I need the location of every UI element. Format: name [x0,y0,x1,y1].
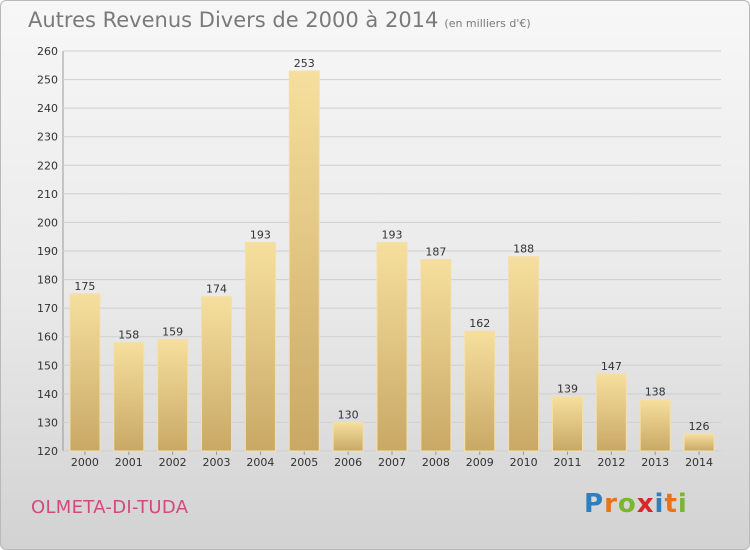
bar-2008 [420,259,452,452]
bar-2013 [639,399,671,452]
y-tick-label: 140 [37,388,58,401]
y-tick-label: 240 [37,102,58,115]
chart-title: Autres Revenus Divers de 2000 à 2014 (en … [28,8,531,32]
bar-2014 [683,433,715,452]
x-tick-label-2002: 2002 [159,456,187,469]
value-label-2009: 162 [469,317,490,330]
value-label-2000: 175 [74,280,95,293]
bar-2004 [244,241,276,452]
y-tick-label: 230 [37,131,58,144]
x-tick-label-2004: 2004 [246,456,274,469]
bar-2007 [376,241,408,452]
value-label-2006: 130 [338,408,359,421]
x-tick-label-2012: 2012 [597,456,625,469]
y-tick-label: 150 [37,359,58,372]
logo-letter: i [654,489,665,519]
y-tick-label: 190 [37,245,58,258]
y-tick-label: 250 [37,74,58,87]
value-label-2010: 188 [513,243,534,256]
x-tick-label-2007: 2007 [378,456,406,469]
town-name: OLMETA-DI-TUDA [31,497,189,518]
x-tick-label-2000: 2000 [71,456,99,469]
chart-unit: (en milliers d'€) [444,17,531,30]
x-tick-label-2014: 2014 [685,456,713,469]
bar-2010 [508,256,540,452]
bar-2009 [464,330,496,452]
bar-2002 [157,339,189,452]
logo-letter: i [677,489,688,519]
y-tick-label: 180 [37,274,58,287]
bar-2012 [595,373,627,452]
y-tick-label: 160 [37,331,58,344]
y-tick-label: 200 [37,216,58,229]
value-label-2003: 174 [206,283,227,296]
logo-letter: P [584,489,605,519]
value-label-2012: 147 [601,360,622,373]
logo-letter: t [664,489,678,519]
x-tick-label-2013: 2013 [641,456,669,469]
bar-2000 [69,293,101,452]
chart-title-text: Autres Revenus Divers de 2000 à 2014 [28,8,439,32]
x-tick-label-2006: 2006 [334,456,362,469]
y-tick-label: 260 [37,45,58,58]
logo-letter: r [604,489,618,519]
bar-2001 [113,341,145,452]
bar-2005 [288,70,320,452]
bar-2006 [332,421,364,452]
logo-letter: x [636,489,655,519]
x-tick-label-2008: 2008 [422,456,450,469]
bar-2011 [551,396,583,452]
y-tick-label: 220 [37,159,58,172]
value-label-2007: 193 [382,228,403,241]
value-label-2002: 159 [162,326,183,339]
value-label-2008: 187 [425,246,446,259]
y-tick-label: 130 [37,416,58,429]
logo-letter: o [617,489,637,519]
value-label-2004: 193 [250,228,271,241]
y-tick-label: 170 [37,302,58,315]
y-tick-label: 120 [37,445,58,458]
x-tick-label-2011: 2011 [553,456,581,469]
value-label-2011: 139 [557,383,578,396]
x-tick-label-2010: 2010 [510,456,538,469]
proxiti-logo: Proxiti [584,489,688,519]
x-tick-label-2003: 2003 [203,456,231,469]
value-label-2001: 158 [118,328,139,341]
value-label-2005: 253 [294,57,315,70]
x-tick-label-2009: 2009 [466,456,494,469]
y-tick-label: 210 [37,188,58,201]
x-tick-label-2005: 2005 [290,456,318,469]
value-label-2013: 138 [645,386,666,399]
x-tick-label-2001: 2001 [115,456,143,469]
bar-2003 [201,296,233,452]
value-label-2014: 126 [689,420,710,433]
